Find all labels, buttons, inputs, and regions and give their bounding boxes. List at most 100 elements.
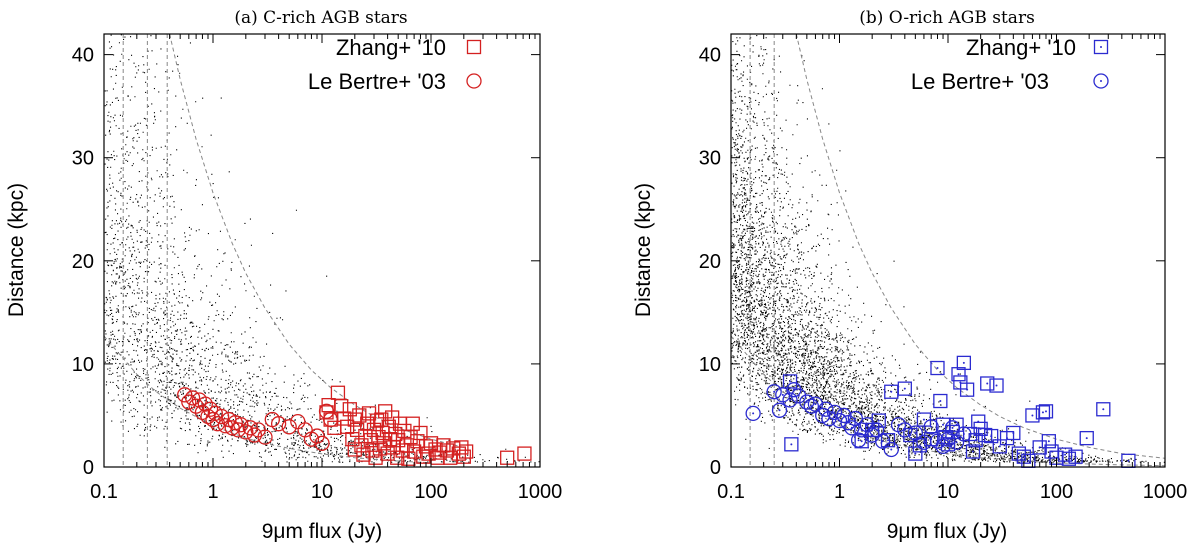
lebertre-marker <box>257 429 273 445</box>
zhang-marker <box>980 376 995 391</box>
y-tick-label: 30 <box>699 148 721 170</box>
y-tick-label: 10 <box>72 354 94 376</box>
lebertre-marker <box>242 420 258 436</box>
x-tick-label: 1 <box>834 481 845 503</box>
lebertre-marker <box>790 388 807 404</box>
lebertre-marker <box>246 427 263 443</box>
y-tick-label: 40 <box>699 45 721 67</box>
lebertre-marker <box>940 431 956 447</box>
panel-o-rich: (b) O-rich AGB stars 0.1 1 10 100 1000 0 10 20 3… <box>632 8 1187 543</box>
zhang-marker <box>965 444 981 459</box>
lebertre-marker <box>202 401 219 417</box>
lebertre-marker <box>782 392 798 408</box>
lebertre-marker <box>818 401 834 417</box>
lebertre-marker <box>209 416 226 432</box>
guide-curve <box>103 335 432 464</box>
zhang-marker <box>382 432 398 447</box>
panel-a-legend-markers <box>466 39 482 89</box>
lebertre-marker <box>177 387 193 403</box>
zhang-marker <box>416 449 431 464</box>
lebertre-marker <box>184 390 201 406</box>
zhang-marker <box>352 408 367 423</box>
zhang-marker <box>405 416 420 431</box>
zhang-marker <box>428 442 443 457</box>
y-tick-label: 30 <box>72 148 94 170</box>
lebertre-marker <box>766 384 782 400</box>
zhang-marker <box>1079 430 1094 446</box>
panel-b-y-axis-label: Distance (kpc) <box>632 183 655 317</box>
zhang-marker <box>1068 449 1083 464</box>
panel-b-lebertre-markers <box>745 382 972 458</box>
zhang-marker <box>984 428 999 444</box>
zhang-marker <box>933 393 948 409</box>
x-tick-label: 1 <box>207 481 218 503</box>
zhang-marker <box>517 446 532 461</box>
zhang-marker <box>390 450 405 465</box>
zhang-marker <box>368 450 383 465</box>
zhang-marker <box>968 433 983 448</box>
lebertre-marker <box>270 416 287 432</box>
x-tick-label: 1000 <box>518 481 563 503</box>
zhang-marker <box>908 446 923 461</box>
y-tick-label: 0 <box>710 457 721 479</box>
x-tick-label: 0.1 <box>90 481 118 503</box>
model-point-cloud <box>104 34 540 463</box>
zhang-marker <box>1041 434 1056 449</box>
panel-b-zhang-markers <box>782 355 1136 468</box>
lebertre-marker <box>771 402 788 418</box>
zhang-marker <box>406 444 422 459</box>
zhang-marker <box>1035 405 1051 420</box>
panel-b-x-axis-label: 9μm flux (Jy) <box>887 520 1008 543</box>
lebertre-marker <box>859 417 875 433</box>
lebertre-marker <box>923 419 939 435</box>
panel-b-legend: Zhang+ '10 Le Bertre+ '03 <box>911 35 1109 94</box>
zhang-marker <box>959 382 975 397</box>
zhang-marker <box>354 438 369 453</box>
panel-a-y-axis-label: Distance (kpc) <box>5 183 28 317</box>
lebertre-marker <box>897 422 913 438</box>
y-tick-label: 40 <box>72 45 94 67</box>
panel-a-axes: 0.1 1 10 100 1000 0 10 20 30 40 <box>72 34 563 503</box>
lebertre-marker <box>181 394 197 410</box>
lebertre-marker <box>205 411 221 428</box>
legend-marker-lebertre <box>466 73 482 89</box>
zhang-marker <box>366 422 382 438</box>
y-tick-label: 20 <box>699 251 721 273</box>
lebertre-marker <box>907 425 923 441</box>
zhang-marker <box>956 355 972 371</box>
panel-b-title: (b) O-rich AGB stars <box>859 8 1035 28</box>
lebertre-marker <box>745 405 761 422</box>
zhang-marker <box>454 440 469 455</box>
zhang-marker <box>951 367 966 382</box>
lebertre-marker <box>883 441 899 458</box>
x-tick-label: 100 <box>1040 481 1073 503</box>
lebertre-marker <box>850 432 867 448</box>
panel-a-lebertre-markers <box>177 387 339 451</box>
legend-marker-lebertre <box>1093 73 1109 89</box>
x-tick-label: 1000 <box>1143 481 1188 503</box>
lebertre-marker <box>318 403 335 419</box>
y-tick-label: 20 <box>72 251 94 273</box>
lebertre-marker <box>314 435 330 451</box>
zhang-marker <box>992 439 1007 454</box>
x-tick-label: 10 <box>311 481 333 503</box>
x-tick-label: 10 <box>937 481 959 503</box>
legend-marker-zhang <box>466 39 482 55</box>
zhang-marker <box>1006 425 1021 441</box>
lebertre-marker <box>844 420 860 436</box>
panel-a-legend-zhang: Zhang+ '10 <box>336 35 446 60</box>
panel-a-title: (a) C-rich AGB stars <box>234 8 407 28</box>
lebertre-marker <box>213 408 230 425</box>
zhang-marker <box>1096 402 1111 417</box>
lebertre-marker <box>322 411 339 428</box>
lebertre-marker <box>826 404 843 421</box>
zhang-marker <box>1011 446 1027 461</box>
lebertre-marker <box>281 419 297 435</box>
guide-curve <box>795 33 1166 459</box>
lebertre-marker <box>238 424 254 440</box>
panel-c-rich: (a) C-rich AGB stars 0.1 1 10 100 1000 0 10 20 3… <box>5 8 562 543</box>
panel-b-legend-zhang: Zhang+ '10 <box>966 35 1076 60</box>
y-tick-label: 0 <box>83 457 94 479</box>
x-tick-label: 0.1 <box>717 481 745 503</box>
